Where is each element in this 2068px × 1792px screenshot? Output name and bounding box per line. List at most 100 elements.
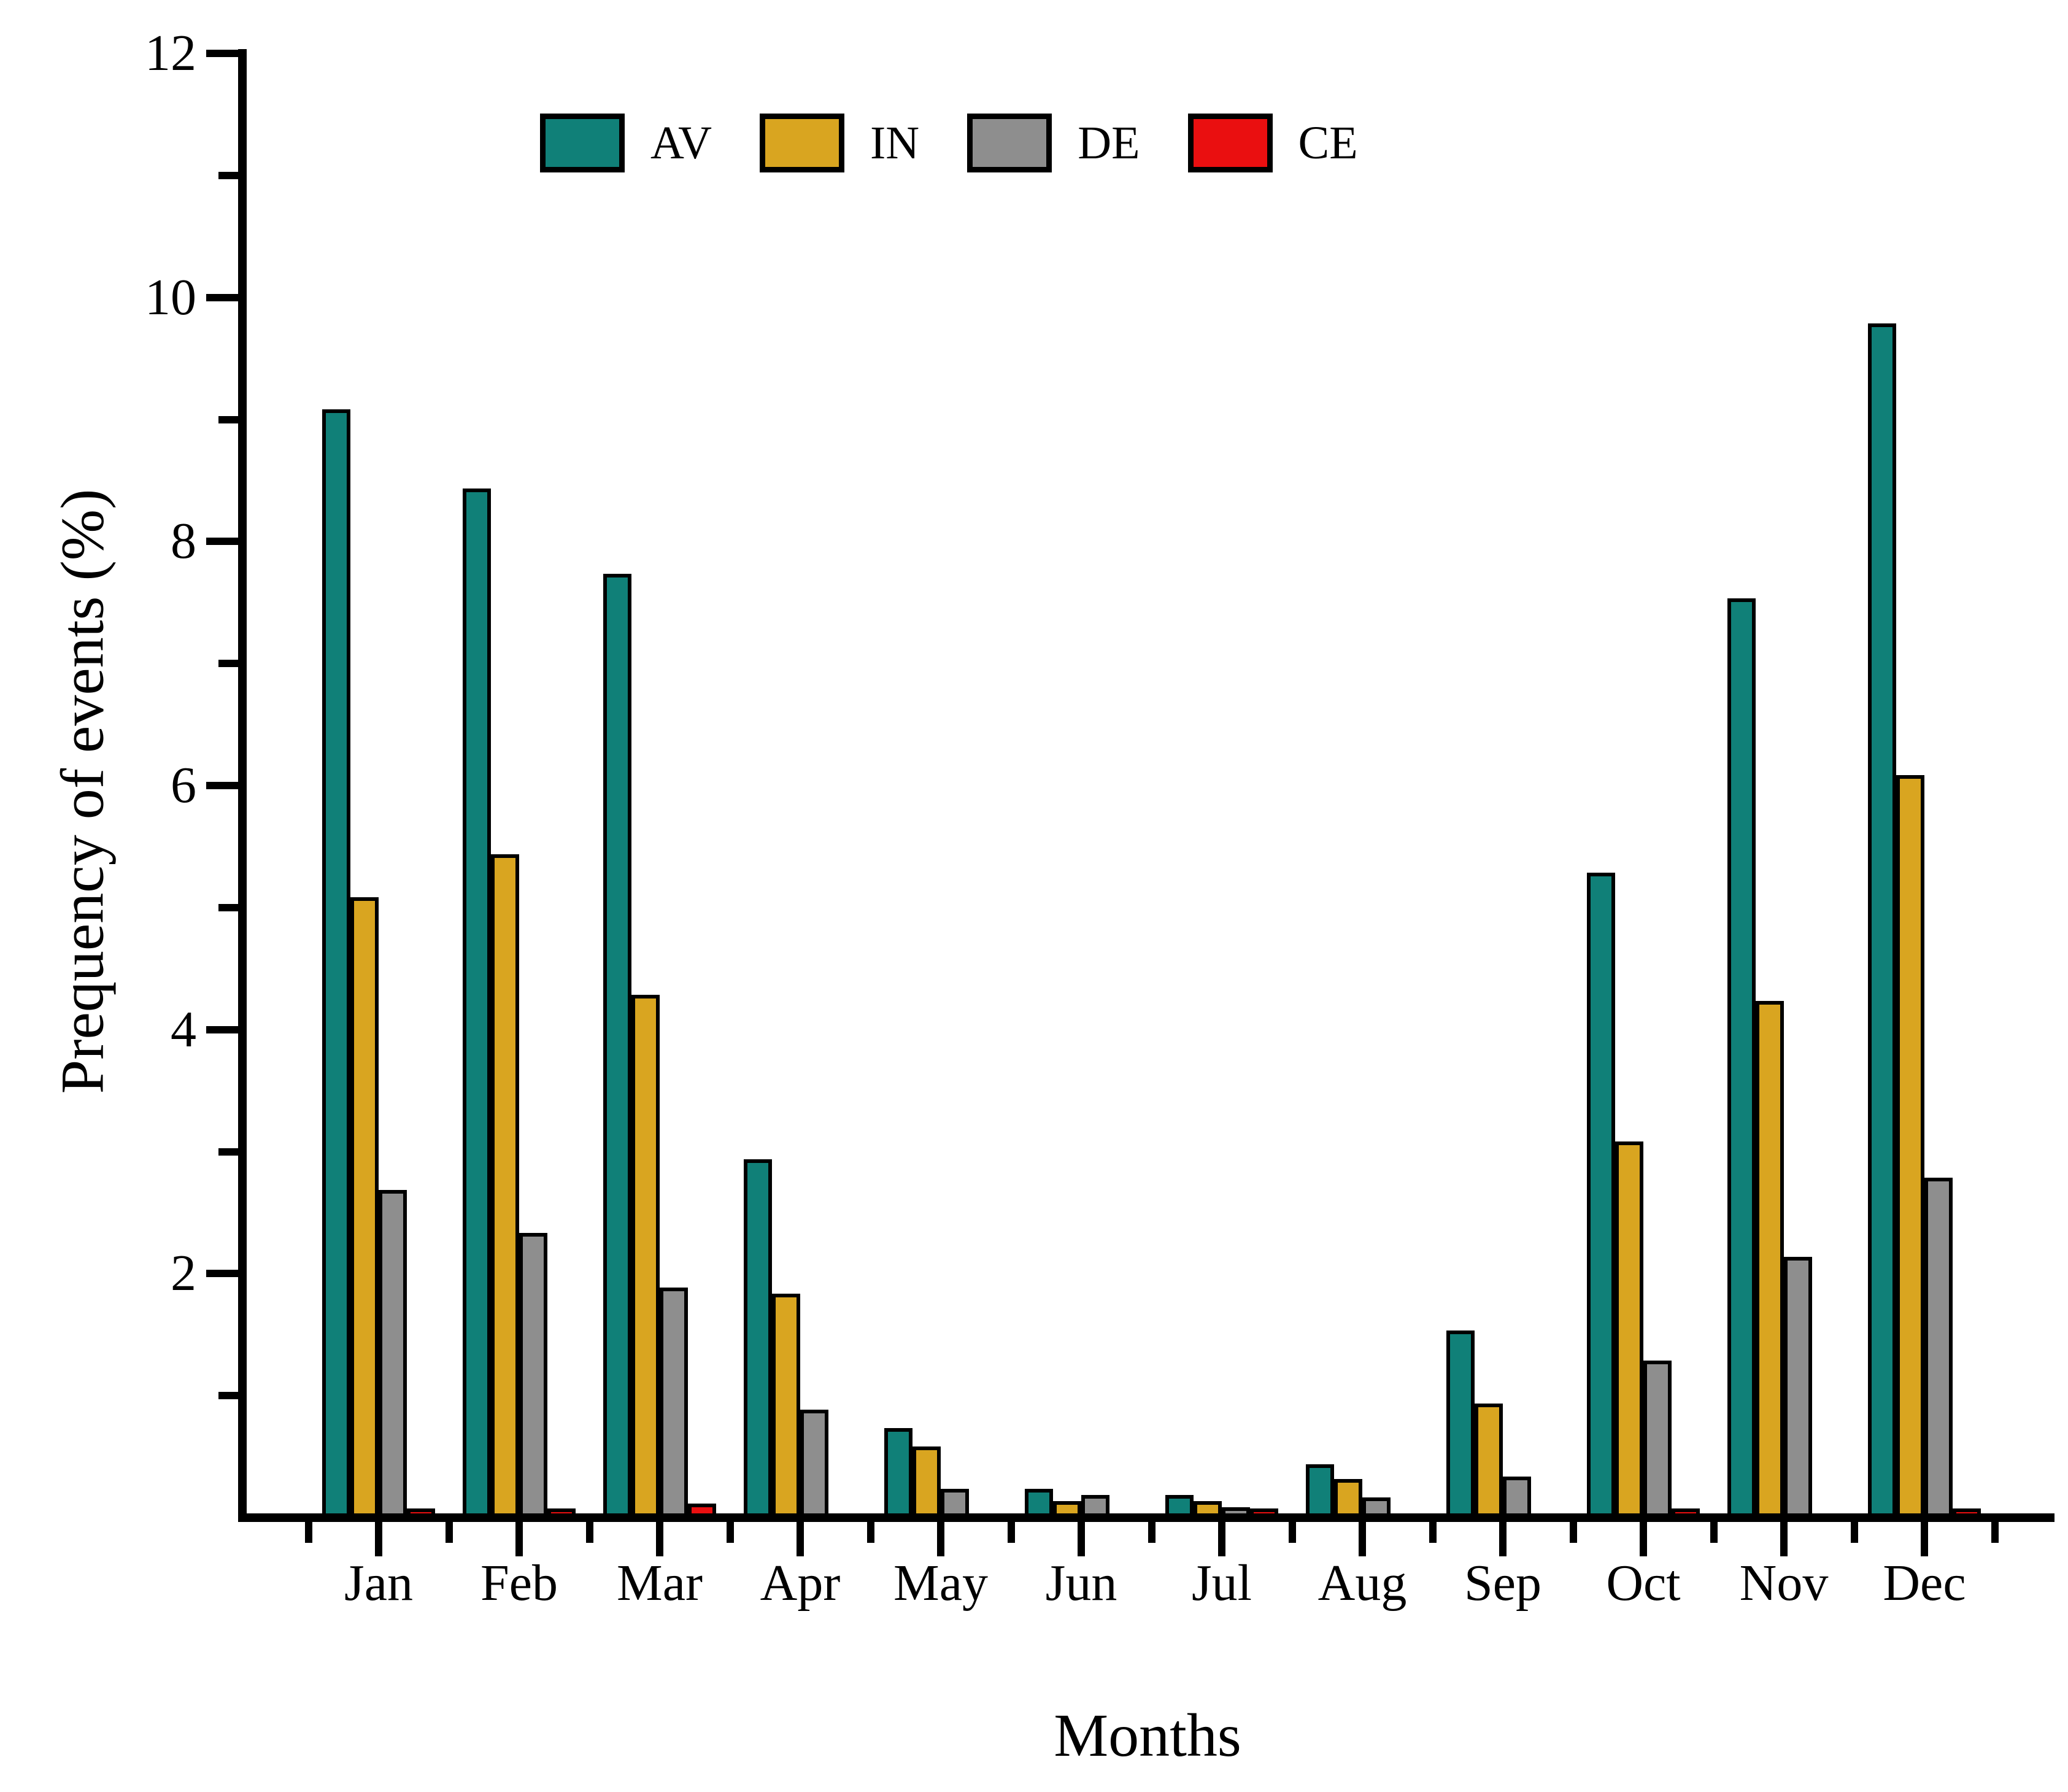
bar-in-feb <box>491 854 519 1513</box>
y-tick-label-6: 6 <box>171 757 196 814</box>
legend-item-av: AV <box>540 114 712 172</box>
x-major-tick-dec <box>1921 1522 1928 1556</box>
bar-av-mar <box>603 574 631 1513</box>
bar-de-dec <box>1924 1178 1953 1513</box>
x-tick-label-jan: Jan <box>344 1554 413 1612</box>
x-major-tick-may <box>937 1522 944 1556</box>
x-minor-tick-9 <box>1570 1522 1577 1543</box>
bar-de-aug <box>1362 1497 1391 1513</box>
bar-av-apr <box>744 1159 772 1513</box>
y-major-tick-6 <box>206 782 238 789</box>
bar-de-mar <box>660 1288 688 1513</box>
bar-ce-feb <box>547 1508 576 1513</box>
x-tick-label-may: May <box>893 1554 988 1612</box>
x-major-tick-jan <box>375 1522 382 1556</box>
y-major-tick-12 <box>206 50 238 57</box>
x-tick-label-feb: Feb <box>480 1554 558 1612</box>
x-tick-label-oct: Oct <box>1606 1554 1681 1612</box>
bar-ce-oct <box>1672 1508 1700 1513</box>
x-major-tick-jun <box>1078 1522 1085 1556</box>
x-tick-label-sep: Sep <box>1464 1554 1541 1612</box>
x-tick-label-nov: Nov <box>1739 1554 1829 1612</box>
bar-ce-dec <box>1953 1508 1981 1513</box>
x-major-tick-mar <box>656 1522 663 1556</box>
legend-label-ce: CE <box>1298 117 1358 169</box>
x-minor-tick-0 <box>305 1522 312 1543</box>
bar-de-apr <box>800 1410 828 1513</box>
y-minor-tick-5 <box>218 904 238 911</box>
x-major-tick-aug <box>1359 1522 1366 1556</box>
y-minor-tick-7 <box>218 660 238 667</box>
legend-item-in: IN <box>759 114 920 172</box>
bar-in-apr <box>772 1294 800 1513</box>
bar-de-jun <box>1081 1495 1109 1513</box>
x-tick-label-dec: Dec <box>1883 1554 1966 1612</box>
x-axis-line <box>238 1513 2054 1522</box>
bar-av-feb <box>463 489 491 1513</box>
bar-av-sep <box>1446 1330 1475 1513</box>
bar-in-dec <box>1896 775 1924 1513</box>
x-minor-tick-6 <box>1148 1522 1156 1543</box>
y-tick-label-12: 12 <box>145 25 196 82</box>
x-major-tick-oct <box>1640 1522 1647 1556</box>
bar-ce-mar <box>688 1504 716 1513</box>
x-minor-tick-8 <box>1429 1522 1437 1543</box>
legend-swatch-av <box>540 114 625 172</box>
bar-de-may <box>941 1489 969 1513</box>
x-minor-tick-11 <box>1851 1522 1858 1543</box>
bar-de-feb <box>519 1233 547 1513</box>
bar-ce-jul <box>1250 1508 1278 1513</box>
legend-item-de: DE <box>967 114 1140 172</box>
y-major-tick-4 <box>206 1026 238 1033</box>
x-minor-tick-4 <box>867 1522 874 1543</box>
bar-in-may <box>912 1446 941 1513</box>
x-major-tick-sep <box>1499 1522 1507 1556</box>
legend-label-de: DE <box>1078 117 1140 169</box>
bar-av-dec <box>1868 323 1896 1513</box>
x-major-tick-nov <box>1780 1522 1788 1556</box>
y-tick-label-8: 8 <box>171 512 196 570</box>
plot-area <box>242 49 2053 1513</box>
x-minor-tick-7 <box>1289 1522 1296 1543</box>
y-minor-tick-11 <box>218 172 238 179</box>
bar-ce-jan <box>407 1508 435 1513</box>
bar-av-jun <box>1025 1489 1053 1513</box>
bar-av-aug <box>1306 1464 1334 1513</box>
bar-av-jul <box>1165 1495 1194 1513</box>
x-minor-tick-2 <box>586 1522 593 1543</box>
legend-swatch-in <box>759 114 844 172</box>
x-major-tick-jul <box>1218 1522 1225 1556</box>
bar-de-nov <box>1784 1257 1812 1513</box>
legend-swatch-ce <box>1187 114 1273 172</box>
bar-av-nov <box>1727 598 1756 1513</box>
x-minor-tick-1 <box>446 1522 453 1543</box>
x-major-tick-feb <box>515 1522 523 1556</box>
x-tick-label-jun: Jun <box>1045 1554 1117 1612</box>
y-tick-label-10: 10 <box>145 269 196 326</box>
bar-in-nov <box>1756 1001 1784 1513</box>
legend-label-in: IN <box>870 117 920 169</box>
legend: AV IN DE CE <box>540 114 1358 172</box>
x-tick-label-mar: Mar <box>617 1554 703 1612</box>
bar-de-jul <box>1222 1507 1250 1513</box>
legend-label-av: AV <box>650 117 712 169</box>
x-axis-title: Months <box>1054 1701 1241 1769</box>
bar-in-jul <box>1194 1501 1222 1513</box>
bar-in-mar <box>631 995 660 1513</box>
x-minor-tick-10 <box>1710 1522 1718 1543</box>
bar-in-jan <box>350 897 379 1513</box>
y-minor-tick-3 <box>218 1148 238 1156</box>
x-tick-label-aug: Aug <box>1318 1554 1407 1612</box>
bar-in-oct <box>1615 1141 1643 1513</box>
bar-av-oct <box>1587 873 1615 1513</box>
y-major-tick-10 <box>206 294 238 301</box>
bar-de-oct <box>1643 1361 1672 1513</box>
bar-av-may <box>884 1428 912 1513</box>
bar-de-sep <box>1503 1477 1531 1513</box>
x-minor-tick-end <box>1991 1522 1999 1543</box>
x-major-tick-apr <box>797 1522 804 1556</box>
bar-de-jan <box>379 1190 407 1513</box>
x-minor-tick-5 <box>1008 1522 1015 1543</box>
y-tick-label-2: 2 <box>171 1245 196 1302</box>
y-tick-label-4: 4 <box>171 1001 196 1058</box>
